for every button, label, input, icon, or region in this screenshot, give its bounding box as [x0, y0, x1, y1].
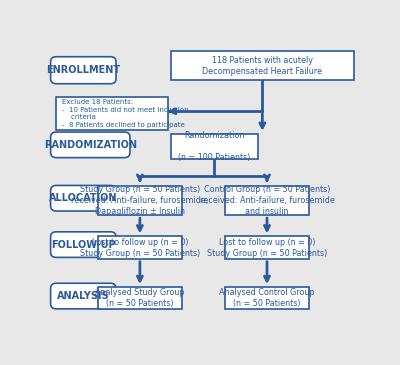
FancyBboxPatch shape: [171, 134, 258, 159]
FancyBboxPatch shape: [51, 57, 116, 84]
FancyBboxPatch shape: [51, 232, 116, 257]
FancyBboxPatch shape: [98, 186, 182, 215]
FancyBboxPatch shape: [171, 51, 354, 80]
FancyBboxPatch shape: [98, 287, 182, 310]
Text: Analysed Control Group
(n = 50 Patients): Analysed Control Group (n = 50 Patients): [219, 288, 315, 308]
FancyBboxPatch shape: [51, 185, 116, 211]
Text: ENROLLMENT: ENROLLMENT: [46, 65, 120, 75]
Text: ALLOCATION: ALLOCATION: [49, 193, 118, 203]
FancyBboxPatch shape: [51, 283, 116, 309]
Text: Study Group (n = 50 Patients)
received: Anti-failure, furosemide,
Dapagliflozin : Study Group (n = 50 Patients) received: …: [71, 185, 208, 216]
FancyBboxPatch shape: [51, 132, 130, 158]
FancyBboxPatch shape: [98, 236, 182, 259]
Text: Control Group (n = 50 Patients)
received: Anti-failure, furosemide
and insulin: Control Group (n = 50 Patients) received…: [200, 185, 334, 216]
Text: Lost to follow up (n = 0)
Study Group (n = 50 Patients): Lost to follow up (n = 0) Study Group (n…: [207, 238, 327, 258]
Text: RANDOMIZATION: RANDOMIZATION: [44, 140, 137, 150]
Text: Randomization

(n = 100 Patients): Randomization (n = 100 Patients): [178, 131, 250, 162]
FancyBboxPatch shape: [225, 186, 309, 215]
Text: ANALYSIS: ANALYSIS: [57, 291, 110, 301]
Text: FOLLOW-UP: FOLLOW-UP: [51, 239, 116, 250]
FancyBboxPatch shape: [225, 287, 309, 310]
FancyBboxPatch shape: [225, 236, 309, 259]
Text: Lost to follow up (n = 0)
Study Group (n = 50 Patients): Lost to follow up (n = 0) Study Group (n…: [80, 238, 200, 258]
FancyBboxPatch shape: [56, 97, 168, 130]
Text: Exclude 18 Patients:
-  10 Patients did not meet inclusion
    criteria
-  8 Pat: Exclude 18 Patients: - 10 Patients did n…: [62, 99, 188, 128]
Text: 118 Patients with acutely
Decompensated Heart Failure: 118 Patients with acutely Decompensated …: [202, 55, 322, 76]
Text: Analysed Study Group
(n = 50 Patients): Analysed Study Group (n = 50 Patients): [95, 288, 185, 308]
